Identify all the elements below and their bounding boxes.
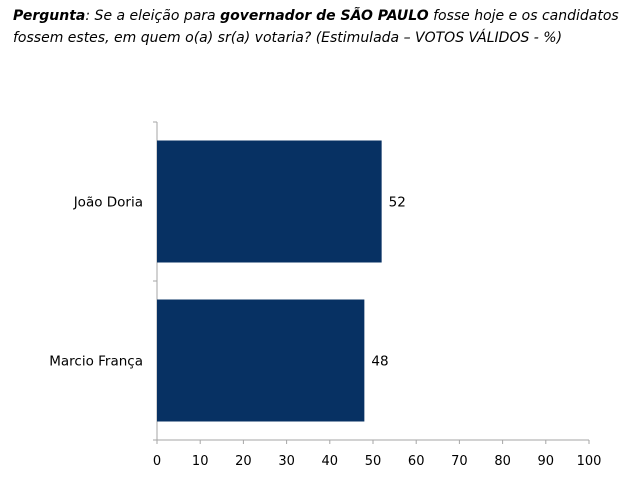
bar-2 <box>157 299 365 422</box>
x-tick-label: 40 <box>322 454 339 469</box>
x-tick-label: 20 <box>235 454 252 469</box>
x-tick-label: 100 <box>577 454 602 469</box>
question-highlight: governador de SÃO PAULO <box>220 8 429 24</box>
category-label: Marcio França <box>49 354 143 370</box>
data-label: 52 <box>389 195 406 211</box>
question-lead: Pergunta <box>13 8 86 24</box>
question-part2: fosse hoje e os candidatos fossem estes,… <box>13 8 619 46</box>
x-tick-label: 80 <box>494 454 511 469</box>
x-tick-label: 10 <box>192 454 209 469</box>
category-label: João Doria <box>73 195 143 211</box>
x-tick-label: 0 <box>153 454 161 469</box>
question-text: Pergunta: Se a eleição para governador d… <box>13 5 628 49</box>
x-tick-label: 50 <box>365 454 382 469</box>
bar-1 <box>157 140 382 263</box>
x-tick-label: 30 <box>278 454 295 469</box>
question-part1: Se a eleição para <box>90 8 221 24</box>
question-separator: : <box>85 8 91 24</box>
x-tick-label: 60 <box>408 454 425 469</box>
data-label: 48 <box>371 354 388 370</box>
x-tick-label: 70 <box>451 454 468 469</box>
x-tick-label: 90 <box>538 454 555 469</box>
